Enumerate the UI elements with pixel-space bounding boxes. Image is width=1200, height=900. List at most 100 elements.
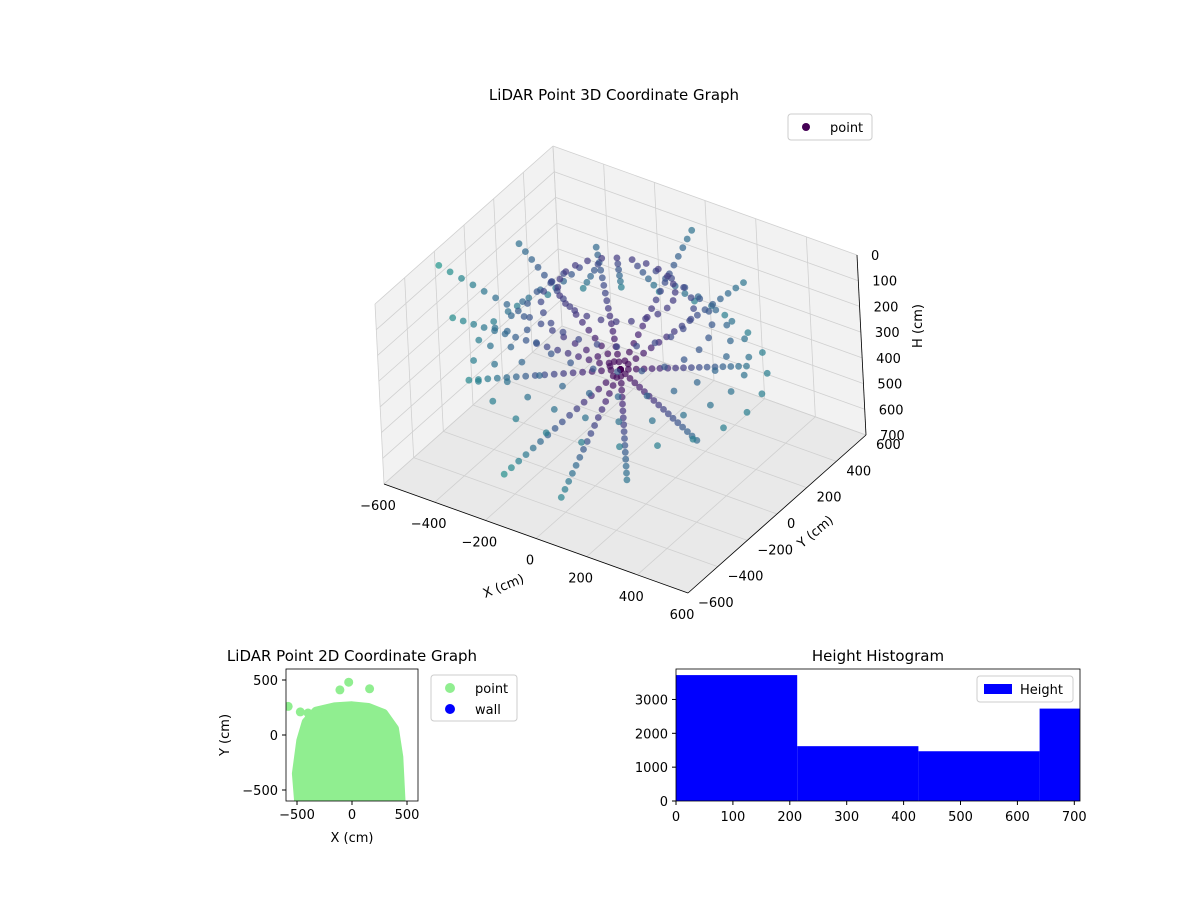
point-3d xyxy=(470,357,477,364)
point-3d xyxy=(515,240,523,248)
point-3d xyxy=(583,438,591,445)
point-3d xyxy=(526,314,533,321)
point-3d xyxy=(569,369,577,377)
point-3d xyxy=(657,287,664,295)
grid-floor-y xyxy=(502,378,807,489)
z-tick-3d: 500 xyxy=(877,378,902,393)
point-3d xyxy=(559,382,566,390)
chart-2d-points xyxy=(286,677,406,801)
point-3d xyxy=(585,389,593,397)
point-3d xyxy=(528,256,536,263)
point-3d xyxy=(679,325,687,333)
y-tick-3d: −200 xyxy=(757,543,793,558)
histogram-x-tick: 400 xyxy=(891,810,916,825)
point-3d xyxy=(680,356,688,363)
chart-2d-xlabel: X (cm) xyxy=(331,831,374,846)
chart-3d-legend-marker xyxy=(802,123,810,131)
point-3d xyxy=(650,397,658,404)
y-tick-2d: −500 xyxy=(242,784,278,799)
point-3d xyxy=(743,362,750,370)
point-3d xyxy=(602,398,610,405)
point-3d xyxy=(759,349,766,356)
point-3d xyxy=(514,307,522,315)
point-3d xyxy=(724,290,732,297)
point-3d xyxy=(695,346,703,354)
point-outlier xyxy=(335,685,345,695)
grid-left-y xyxy=(433,251,444,432)
z-tick-3d: 200 xyxy=(874,300,899,315)
point-3d xyxy=(598,254,606,262)
point-3d xyxy=(592,243,600,251)
point-3d xyxy=(708,321,716,329)
point-3d xyxy=(636,383,643,391)
point-3d xyxy=(583,346,590,354)
grid-floor-y xyxy=(443,430,748,541)
point-3d xyxy=(661,279,669,286)
point-3d xyxy=(634,262,641,270)
grid-left-z xyxy=(376,171,555,331)
point-3d xyxy=(621,442,629,449)
point-3d xyxy=(670,387,678,395)
point-3d xyxy=(561,486,569,493)
point-3d xyxy=(628,256,636,263)
grid-left-y xyxy=(374,303,385,485)
point-3d xyxy=(590,266,598,274)
point-3d xyxy=(578,438,585,446)
point-3d xyxy=(717,295,724,303)
point-3d xyxy=(626,375,634,382)
point-3d xyxy=(694,311,701,319)
point-3d xyxy=(609,382,617,389)
point-3d xyxy=(540,309,547,317)
point-3d xyxy=(575,353,582,360)
point-3d xyxy=(614,350,621,358)
point-3d xyxy=(670,328,678,335)
point-3d xyxy=(655,401,663,409)
grid-back-z xyxy=(554,171,859,282)
point-3d xyxy=(580,446,587,453)
point-3d xyxy=(598,274,606,282)
point-3d xyxy=(492,294,499,302)
point-3d xyxy=(534,263,542,271)
point-3d xyxy=(571,262,579,269)
point-3d xyxy=(579,368,586,376)
point-3d xyxy=(589,365,597,373)
point-3d xyxy=(507,343,515,351)
point-3d xyxy=(669,280,677,288)
point-3d xyxy=(660,406,667,413)
point-3d xyxy=(693,379,701,386)
point-3d xyxy=(547,350,555,358)
point-3d xyxy=(681,290,689,297)
point-3d xyxy=(670,261,678,269)
point-3d xyxy=(639,269,647,276)
point-3d xyxy=(688,364,695,371)
histogram-x-tick: 100 xyxy=(720,810,745,825)
point-3d xyxy=(558,418,566,426)
point-3d xyxy=(503,301,511,308)
point-3d xyxy=(639,322,647,330)
point-3d xyxy=(600,282,608,289)
point-3d xyxy=(684,428,691,435)
grid-back-z xyxy=(555,197,860,307)
point-3d xyxy=(540,287,548,295)
point-3d xyxy=(613,343,621,351)
point-3d xyxy=(556,275,564,283)
histogram-x-tick: 300 xyxy=(834,810,859,825)
point-3d xyxy=(712,306,720,314)
point-3d xyxy=(654,310,662,318)
point-3d xyxy=(622,455,630,463)
x-tick-3d: 400 xyxy=(619,590,644,605)
point-3d xyxy=(459,317,467,325)
point-3d xyxy=(628,317,635,325)
grid-floor-y xyxy=(413,457,718,568)
point-3d xyxy=(619,407,627,415)
point-3d xyxy=(512,333,519,341)
point-3d xyxy=(758,390,766,398)
point-3d xyxy=(613,254,621,262)
point-3d xyxy=(680,364,687,372)
point-3d xyxy=(562,300,569,307)
point-3d xyxy=(631,379,639,387)
histogram-bar xyxy=(1039,708,1080,801)
point-3d xyxy=(541,271,548,279)
point-3d xyxy=(507,312,515,320)
